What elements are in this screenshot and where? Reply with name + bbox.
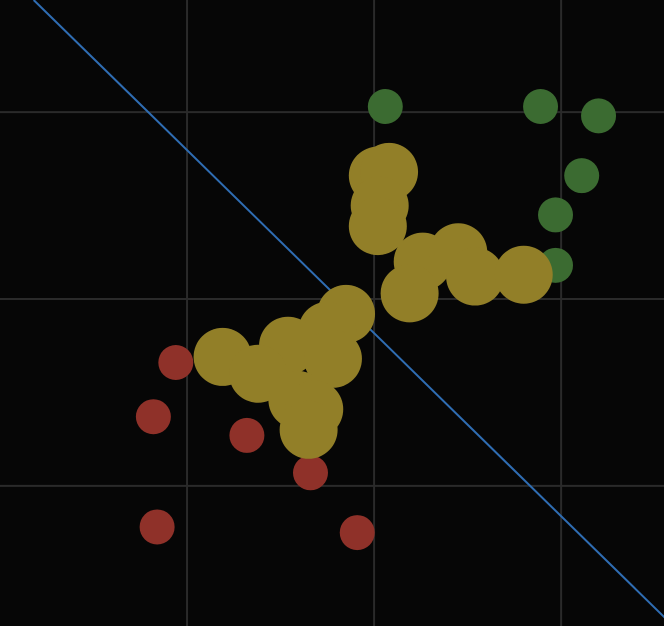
data-point-series-2-12 — [303, 329, 362, 388]
data-points — [135, 89, 617, 551]
data-point-series-2-3 — [348, 197, 407, 256]
data-point-series-1-0 — [367, 89, 403, 125]
data-point-series-2-17 — [279, 400, 338, 459]
data-point-series-2-8 — [380, 264, 439, 323]
data-point-series-1-3 — [564, 158, 600, 194]
data-point-series-0-0 — [158, 345, 194, 381]
data-point-series-1-1 — [523, 89, 559, 125]
data-point-series-0-3 — [292, 455, 328, 491]
data-point-series-0-5 — [339, 515, 375, 551]
data-point-series-0-4 — [139, 509, 175, 545]
data-point-series-0-1 — [135, 399, 171, 435]
data-point-series-1-4 — [538, 197, 574, 233]
data-point-series-0-2 — [229, 417, 265, 453]
data-point-series-2-7 — [494, 245, 553, 304]
data-point-series-2-6 — [446, 247, 505, 306]
data-point-series-1-2 — [581, 98, 617, 134]
